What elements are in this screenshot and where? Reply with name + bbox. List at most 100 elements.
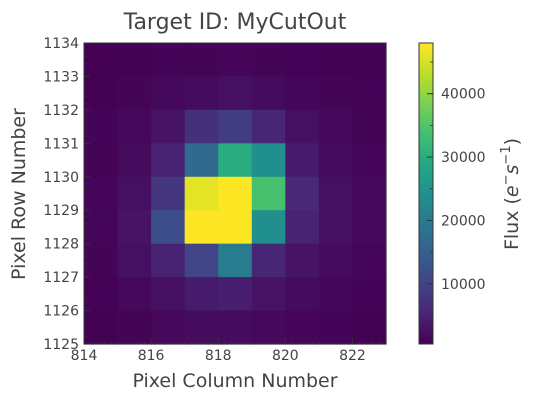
- heatmap-cell: [318, 210, 354, 245]
- heatmap-cell: [218, 277, 253, 312]
- heatmap-cell: [184, 43, 219, 78]
- heatmap-cell: [318, 76, 354, 111]
- heatmap-cell: [117, 310, 152, 345]
- heatmap-cell: [151, 76, 186, 111]
- heatmap-cell: [117, 277, 152, 312]
- heatmap-cell: [84, 109, 119, 144]
- heatmap-cell: [117, 109, 152, 144]
- heatmap-cell: [285, 176, 320, 211]
- heatmap-cell: [285, 109, 320, 144]
- heatmap-cell: [184, 109, 219, 144]
- heatmap-cell: [352, 76, 387, 111]
- x-tick-label: 822: [339, 348, 366, 364]
- heatmap-cell: [251, 277, 286, 312]
- heatmap-cell: [318, 109, 354, 144]
- heatmap-cell: [318, 277, 354, 312]
- heatmap-cell: [318, 143, 354, 178]
- plot-frame: [83, 42, 387, 345]
- heatmap-cell: [218, 143, 253, 178]
- x-tick-label: 816: [138, 348, 165, 364]
- heatmap-cell: [251, 43, 286, 78]
- heatmap-cell: [218, 243, 253, 278]
- heatmap-cell: [184, 243, 219, 278]
- colorbar-ticks: 10000 20000 30000 40000: [427, 61, 486, 316]
- y-tick-label: 1130: [43, 170, 79, 186]
- heatmap-cell: [151, 176, 186, 211]
- heatmap-cell: [251, 210, 286, 245]
- heatmap-cell: [218, 76, 253, 111]
- heatmap-cell: [218, 210, 253, 245]
- heatmap-cell: [151, 310, 186, 345]
- heatmap-cell: [352, 109, 387, 144]
- colorbar-tick-label: 30000: [441, 150, 486, 166]
- heatmap-cell: [84, 143, 119, 178]
- heatmap-cell: [218, 43, 253, 78]
- heatmap-cell: [318, 43, 354, 78]
- y-tick-label: 1127: [43, 270, 79, 286]
- heatmap-cell: [151, 277, 186, 312]
- colorbar-label-s: s: [501, 164, 523, 174]
- heatmap-cell: [117, 176, 152, 211]
- colorbar-label-minus: −: [499, 174, 514, 185]
- heatmap-cell: [184, 210, 219, 245]
- chart-title: Target ID: MyCutOut: [123, 10, 347, 35]
- heatmap-cell: [352, 310, 387, 345]
- colorbar-label-suffix: ): [501, 138, 523, 145]
- heatmap-cell: [84, 210, 119, 245]
- x-tick-label: 818: [205, 348, 232, 364]
- heatmap-cell: [117, 143, 152, 178]
- heatmap-cell: [184, 176, 219, 211]
- heatmap-cell: [218, 176, 253, 211]
- heatmap-cell: [285, 243, 320, 278]
- heatmap-cell: [285, 210, 320, 245]
- heatmap-cell: [285, 43, 320, 78]
- y-axis-label: Pixel Row Number: [8, 108, 30, 280]
- heatmap-cell: [352, 43, 387, 78]
- heatmap-cell: [352, 210, 387, 245]
- heatmap-cell: [184, 277, 219, 312]
- heatmap-cell: [184, 76, 219, 111]
- heatmap-cell: [84, 176, 119, 211]
- x-tick-label: 820: [272, 348, 299, 364]
- heatmap-cell: [84, 43, 119, 78]
- heatmap-cell: [151, 43, 186, 78]
- y-tick-label: 1132: [43, 103, 79, 119]
- heatmap-cell: [285, 143, 320, 178]
- colorbar-tick-label: 20000: [441, 213, 486, 229]
- heatmap-cell: [318, 176, 354, 211]
- heatmap-cell: [151, 143, 186, 178]
- heatmap-cell: [84, 76, 119, 111]
- heatmap-cell: [251, 176, 286, 211]
- heatmap-cell: [151, 243, 186, 278]
- heatmap-cell: [84, 243, 119, 278]
- heatmap-cell: [251, 243, 286, 278]
- heatmap-cell: [84, 310, 119, 345]
- x-axis: 814 816 818 820 822: [71, 338, 387, 364]
- heatmap-cell: [117, 243, 152, 278]
- colorbar-label-sup: −1: [499, 145, 514, 164]
- y-tick-label: 1133: [43, 69, 79, 85]
- heatmap-cell: [151, 210, 186, 245]
- heatmap-cell: [117, 76, 152, 111]
- colorbar-label-e: e: [501, 185, 523, 197]
- heatmap-cells: [84, 43, 387, 345]
- heatmap-cell: [285, 310, 320, 345]
- heatmap-cell: [218, 310, 253, 345]
- heatmap-cell: [117, 43, 152, 78]
- x-axis-label: Pixel Column Number: [132, 370, 337, 392]
- heatmap-cell: [251, 76, 286, 111]
- heatmap-cell: [318, 310, 354, 345]
- y-tick-label: 1126: [43, 304, 79, 320]
- colorbar-tick-label: 10000: [441, 277, 486, 293]
- y-tick-label: 1125: [43, 337, 79, 353]
- heatmap-cell: [184, 143, 219, 178]
- heatmap-cell: [251, 109, 286, 144]
- heatmap-cell: [84, 277, 119, 312]
- heatmap-cell: [218, 109, 253, 144]
- colorbar-tick-label: 40000: [441, 87, 486, 103]
- heatmap-cell: [352, 176, 387, 211]
- heatmap-cell: [285, 76, 320, 111]
- y-tick-label: 1131: [43, 136, 79, 152]
- y-tick-label: 1129: [43, 203, 79, 219]
